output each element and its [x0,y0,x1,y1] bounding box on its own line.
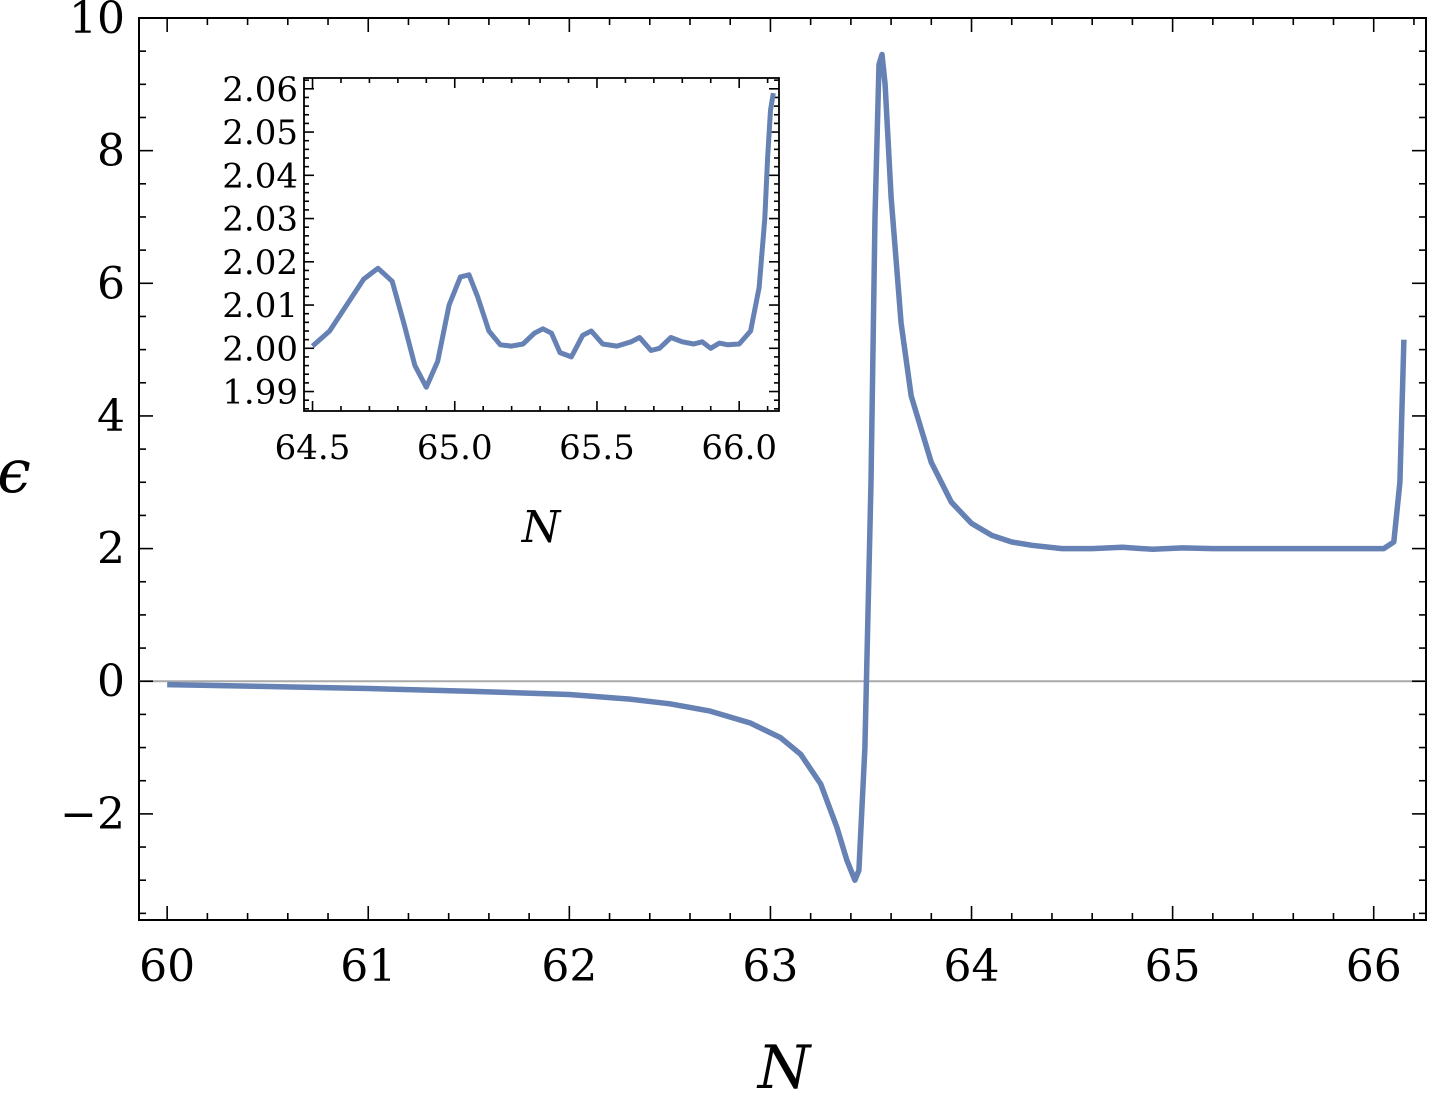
main-x-tick-label: 65 [1145,941,1201,992]
main-series-line [167,51,1407,883]
inset-x-tick-label: 64.5 [275,428,351,468]
inset-y-tick-label: 2.05 [222,113,298,153]
inset-x-tick-label: 65.0 [417,428,493,468]
inset-y-tick-label: 2.02 [222,243,298,283]
inset-y-tick-label: 2.00 [222,329,298,369]
inset-series-line [310,92,776,390]
main-x-tick-label: 62 [541,941,597,992]
main-y-tick-label: 6 [97,258,125,309]
main-x-tick-label: 60 [139,941,195,992]
inset-y-tick-label: 1.99 [222,373,298,413]
main-x-tick-label: 61 [340,941,396,992]
inset-y-tick-label: 2.04 [222,156,298,196]
inset-y-tick-label: 2.03 [222,200,298,240]
inset-x-tick-label: 66.0 [701,428,777,468]
main-x-tick-label: 63 [742,941,798,992]
main-y-tick-label: 10 [69,0,125,44]
inset-y-tick-label: 2.01 [222,286,298,326]
main-x-tick-label: 66 [1346,941,1402,992]
main-y-tick-label: 8 [97,126,125,177]
main-y-tick-label: −2 [60,789,125,840]
main-y-tick-label: 4 [97,391,125,442]
main-y-axis-label: ϵ [0,437,31,507]
main-y-tick-label: 2 [97,524,125,575]
inset-y-tick-label: 2.06 [222,70,298,110]
inset-x-tick-label: 65.5 [559,428,635,468]
main-x-axis-label: N [756,1033,813,1103]
main-plot-frame [138,17,1427,921]
inset-x-axis-label: N [521,502,562,553]
inset-background [304,78,779,411]
main-y-tick-label: 0 [97,656,125,707]
main-x-tick-label: 64 [944,941,1000,992]
